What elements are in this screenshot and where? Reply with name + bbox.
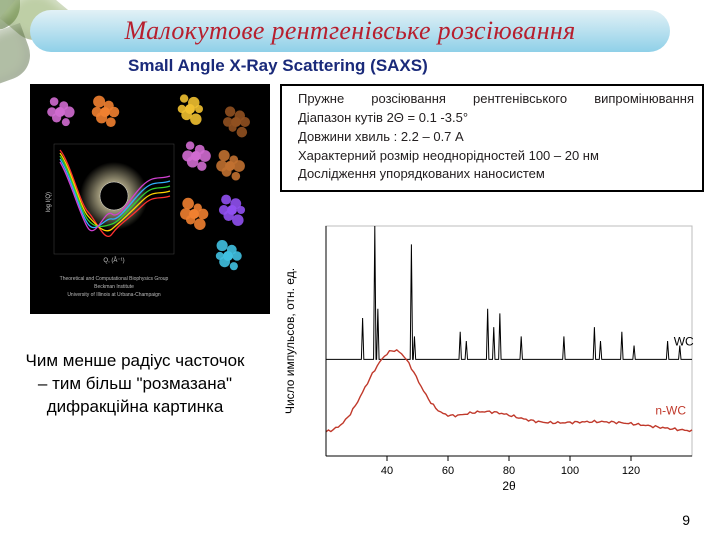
info-box-item: Діапазон кутів 2Θ = 0.1 -3.5° [290,109,694,128]
svg-text:2θ: 2θ [502,479,516,493]
xrd-chart: 40 60 80 100 120 2θ Число импульсов, отн. ед. W… [280,216,706,496]
info-box: Пружне розсіювання рентгенівського випро… [280,84,704,192]
svg-text:Beckman Institute: Beckman Institute [94,284,134,290]
svg-text:Theoretical and Computational: Theoretical and Computational Biophysics… [60,276,169,282]
svg-text:80: 80 [503,465,515,477]
svg-text:Q, (Å⁻¹): Q, (Å⁻¹) [103,257,124,264]
page-title: Малокутове рентгенівське розсіювання [125,16,576,46]
svg-text:log I(Q): log I(Q) [46,192,52,212]
svg-text:Число импульсов, отн. ед.: Число импульсов, отн. ед. [283,268,297,414]
svg-text:120: 120 [622,465,640,477]
title-banner: Малокутове рентгенівське розсіювання [30,10,670,52]
page-number: 9 [682,512,690,528]
caption-text: Чим менше радіус часточок – тим більш "р… [20,350,250,419]
info-box-item: Пружне розсіювання рентгенівського випро… [290,90,694,109]
saxs-illustration: Q, (Å⁻¹) log I(Q) Theoretical and Computat… [30,84,270,314]
svg-text:University of Illinois at Urba: University of Illinois at Urbana-Champai… [67,292,161,298]
svg-text:40: 40 [381,465,393,477]
svg-text:100: 100 [561,465,579,477]
subtitle: Small Angle X-Ray Scattering (SAXS) [128,56,428,76]
svg-text:n-WC: n-WC [655,404,686,418]
info-box-item: Характерний розмір неоднорідностей 100 –… [290,147,694,166]
svg-text:WC: WC [674,335,694,349]
svg-text:60: 60 [442,465,454,477]
info-box-item: Дослідження упорядкованих наносистем [290,165,694,184]
info-box-item: Довжини хвиль : 2.2 – 0.7 А [290,128,694,147]
